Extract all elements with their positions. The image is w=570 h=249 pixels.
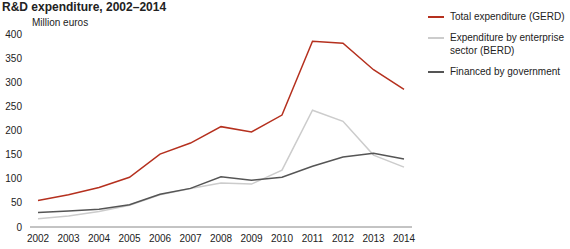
svg-text:400: 400 — [8, 29, 22, 40]
svg-text:2005: 2005 — [118, 233, 141, 244]
html-text:R&D expenditure, 2002–2014: R&D expenditure, 2002–2014 — [2, 0, 167, 14]
html-text:Total expenditure (GERD): Total expenditure (GERD) — [450, 11, 565, 22]
svg-text:2002: 2002 — [27, 233, 50, 244]
svg-text:350: 350 — [8, 53, 22, 64]
svg-text:2012: 2012 — [332, 233, 355, 244]
svg-text:250: 250 — [8, 101, 22, 112]
svg-text:2008: 2008 — [210, 233, 233, 244]
svg-text:50: 50 — [11, 197, 23, 208]
svg-text:0: 0 — [16, 222, 22, 233]
html-text:Expenditure by enterprise sect: Expenditure by enterprise sector (BERD) — [450, 32, 564, 56]
html-text:Million euros: Million euros — [32, 17, 89, 28]
svg-text:150: 150 — [8, 149, 22, 160]
svg-text:2009: 2009 — [240, 233, 263, 244]
svg-text:300: 300 — [8, 77, 22, 88]
svg-text:2011: 2011 — [302, 233, 324, 244]
svg-text:2010: 2010 — [271, 233, 294, 244]
svg-text:200: 200 — [8, 125, 22, 136]
svg-text:2007: 2007 — [179, 233, 202, 244]
svg-text:2004: 2004 — [88, 233, 111, 244]
svg-text:2013: 2013 — [362, 233, 385, 244]
svg-text:100: 100 — [8, 173, 22, 184]
svg-text:2003: 2003 — [57, 233, 80, 244]
svg-text:2006: 2006 — [149, 233, 172, 244]
svg-text:2014: 2014 — [393, 233, 416, 244]
html-text:Financed by government: Financed by government — [450, 66, 561, 77]
